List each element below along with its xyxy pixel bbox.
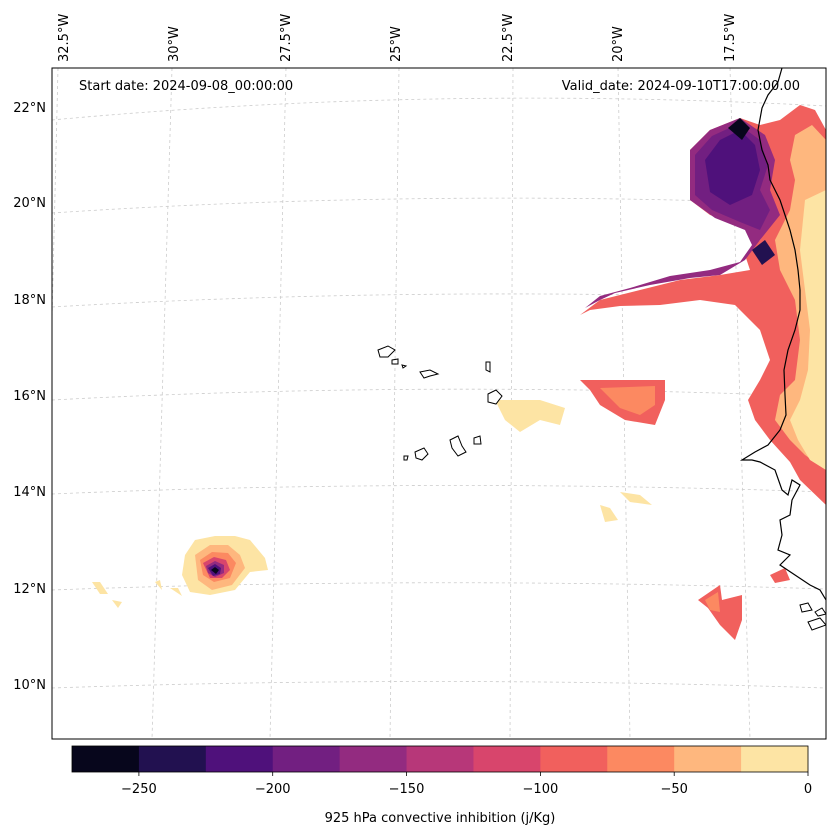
cb-tick-m150: −150	[389, 782, 425, 797]
colorbar-segment	[138, 746, 207, 772]
cb-tick-m50: −50	[660, 782, 687, 797]
colorbar-label: 925 hPa convective inhibition (j/Kg)	[325, 811, 556, 826]
lon-label-32-5w: 32.5°W	[57, 14, 72, 62]
colorbar-ticks: −250 −200 −150 −100 −50 0	[121, 782, 812, 797]
lon-label-25w: 25°W	[389, 26, 404, 62]
cb-tick-m200: −200	[255, 782, 291, 797]
colorbar-segment	[607, 746, 675, 772]
lon-label-20w: 20°W	[611, 26, 626, 62]
map-frame	[51, 67, 827, 740]
lat-label-18n: 18°N	[13, 293, 46, 308]
colorbar-segment	[339, 746, 408, 772]
colorbar-frame	[71, 745, 809, 773]
lon-label-30w: 30°W	[167, 26, 182, 62]
lat-label-20n: 20°N	[13, 196, 46, 211]
colorbar-segment	[72, 746, 140, 772]
cb-tick-m250: −250	[121, 782, 157, 797]
colorbar-segment	[540, 746, 608, 772]
colorbar	[72, 746, 809, 772]
valid-date-label: Valid_date: 2024-09-10T17:00:00.00	[562, 79, 800, 94]
colorbar-tick-marks	[138, 772, 809, 776]
lat-label-16n: 16°N	[13, 389, 46, 404]
lon-label-17-5w: 17.5°W	[723, 14, 738, 62]
cb-tick-0: 0	[804, 782, 812, 797]
coastal-islands	[799, 602, 826, 631]
lat-label-14n: 14°N	[13, 485, 46, 500]
colorbar-segment	[205, 746, 274, 772]
lat-labels: 22°N 20°N 18°N 16°N 14°N 12°N 10°N	[13, 101, 46, 693]
cinh-contours	[92, 105, 826, 640]
cape-verde-islands-icon	[377, 345, 503, 461]
colorbar-segment	[272, 746, 341, 772]
lon-label-22-5w: 22.5°W	[501, 14, 516, 62]
cb-tick-m100: −100	[523, 782, 559, 797]
lat-label-12n: 12°N	[13, 582, 46, 597]
coastline-icon	[739, 68, 826, 601]
colorbar-segment	[741, 746, 809, 772]
map-area	[52, 68, 826, 739]
lat-label-22n: 22°N	[13, 101, 46, 116]
start-date-label: Start date: 2024-09-08_00:00:00	[79, 79, 293, 94]
colorbar-segment	[473, 746, 541, 772]
lon-labels: 32.5°W 30°W 27.5°W 25°W 22.5°W 20°W 17.5…	[57, 14, 738, 62]
lon-label-27-5w: 27.5°W	[279, 14, 294, 62]
colorbar-segment	[674, 746, 742, 772]
lat-label-10n: 10°N	[13, 678, 46, 693]
colorbar-segment	[406, 746, 474, 772]
